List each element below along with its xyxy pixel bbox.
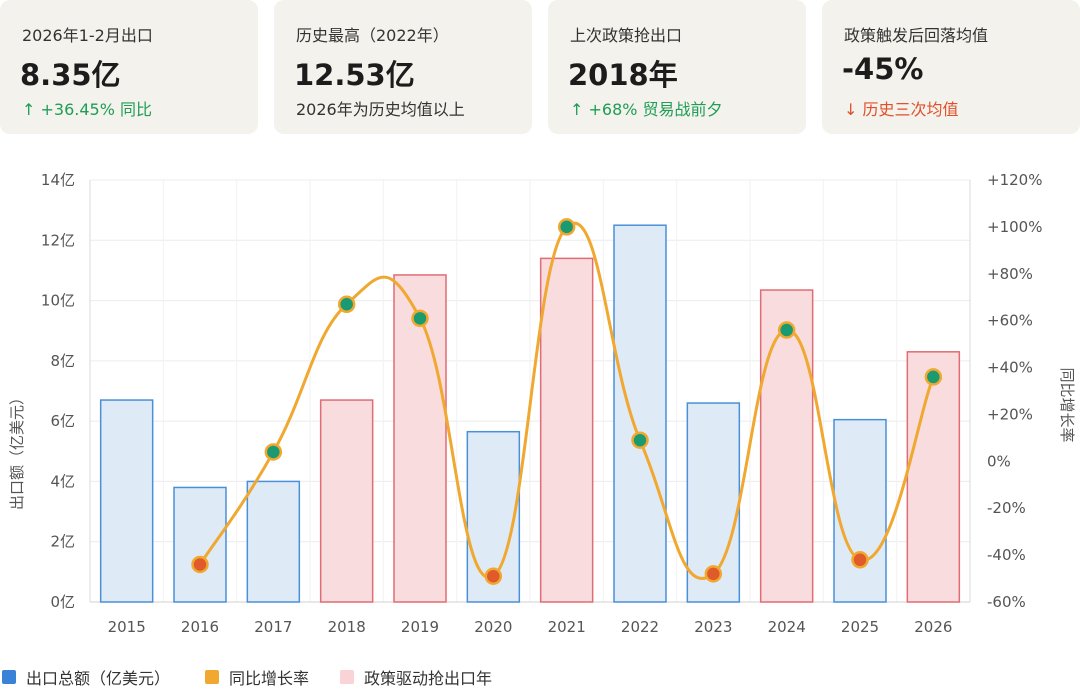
right-axis-ticks: -60% -40% -20% 0% +20% +40% +60% +80% +100% +120%: [987, 171, 1042, 611]
y2-axis-label: 同比增长率: [1058, 367, 1076, 442]
combo-chart: 0亿 2亿 4亿 6亿 8亿 10亿 12亿 14亿 -60% -40% -20% 0% +20% +4…: [8, 171, 1076, 636]
left-axis-ticks: 0亿 2亿 4亿 6亿 8亿 10亿 12亿 14亿: [41, 171, 75, 611]
x-tick-label: 2016: [181, 618, 219, 636]
y-tick-label: 6亿: [50, 412, 75, 430]
growth-point[interactable]: [777, 321, 796, 339]
bar-2025[interactable]: [833, 418, 887, 603]
growth-point[interactable]: [557, 218, 576, 236]
kpi-label: 政策触发后回落均值: [844, 26, 989, 45]
growth-point[interactable]: [191, 555, 209, 574]
kpi-sub: ↑ +68% 贸易战前夕: [570, 100, 723, 119]
y-tick-label: 14亿: [41, 171, 75, 189]
y2-tick-label: +20%: [987, 405, 1033, 423]
bar-policy-2026[interactable]: [906, 351, 961, 603]
bar-policy-2019[interactable]: [393, 274, 447, 603]
y-tick-label: 10亿: [41, 292, 75, 310]
kpi-cards: 2026年1-2月出口 8.35亿 ↑ +36.45% 同比 历史最高（2022…: [0, 0, 1080, 135]
bar-series: [99, 224, 961, 603]
legend-label: 政策驱动抢出口年: [364, 669, 493, 688]
y2-tick-label: +80%: [987, 265, 1033, 283]
kpi-card-pullback: 政策触发后回落均值 -45% ↓ 历史三次均值: [822, 0, 1080, 134]
y-tick-label: 0亿: [50, 593, 75, 611]
y-axis-label: 出口额（亿美元）: [8, 390, 26, 510]
bar-policy-2021[interactable]: [539, 257, 594, 603]
x-tick-label: 2024: [768, 618, 806, 636]
y-tick-label: 2亿: [50, 533, 75, 551]
growth-point[interactable]: [924, 368, 943, 386]
bar-2016[interactable]: [173, 486, 227, 603]
kpi-value: 12.53亿: [294, 58, 415, 92]
x-tick-label: 2025: [841, 618, 879, 636]
y-tick-label: 12亿: [41, 231, 75, 249]
kpi-card-last-policy: 上次政策抢出口 2018年 ↑ +68% 贸易战前夕: [548, 0, 806, 134]
x-tick-label: 2023: [694, 618, 732, 636]
legend-label: 同比增长率: [229, 669, 310, 688]
kpi-value: -45%: [842, 52, 924, 86]
chart-legend: 出口总额（亿美元） 同比增长率 政策驱动抢出口年: [0, 662, 1080, 688]
kpi-label: 历史最高（2022年）: [296, 26, 449, 45]
growth-point[interactable]: [631, 431, 649, 449]
bar-2022[interactable]: [613, 224, 667, 603]
growth-point[interactable]: [411, 309, 429, 328]
x-axis-ticks: 2015 2016 2017 2018 2019 2020 2021 2022 2023 2024…: [108, 618, 953, 636]
y2-tick-label: +120%: [987, 171, 1042, 189]
growth-point[interactable]: [851, 551, 869, 569]
legend-label: 出口总额（亿美元）: [26, 669, 171, 688]
kpi-card-record: 历史最高（2022年） 12.53亿 2026年为历史均值以上: [274, 0, 532, 134]
kpi-card-export: 2026年1-2月出口 8.35亿 ↑ +36.45% 同比: [0, 0, 258, 134]
growth-point[interactable]: [337, 295, 356, 314]
kpi-value: 8.35亿: [20, 58, 121, 92]
legend-swatch-line: [205, 670, 219, 684]
y2-tick-label: +100%: [987, 218, 1042, 236]
y2-tick-label: -20%: [987, 499, 1026, 517]
kpi-sub: 2026年为历史均值以上: [296, 100, 465, 119]
growth-point[interactable]: [484, 567, 503, 585]
kpi-value: 2018年: [568, 58, 678, 92]
kpi-label: 2026年1-2月出口: [22, 26, 153, 45]
y2-tick-label: +40%: [987, 359, 1033, 377]
bar-policy-2018[interactable]: [319, 399, 374, 603]
growth-points: [191, 218, 943, 585]
growth-point[interactable]: [704, 565, 723, 583]
x-tick-label: 2020: [474, 618, 512, 636]
x-tick-label: 2018: [328, 618, 366, 636]
kpi-sub: ↑ +36.45% 同比: [22, 100, 152, 119]
y2-tick-label: +60%: [987, 312, 1033, 330]
y2-tick-label: 0%: [987, 452, 1011, 470]
kpi-label: 上次政策抢出口: [570, 26, 683, 45]
bar-2017[interactable]: [246, 480, 301, 603]
growth-point[interactable]: [264, 443, 283, 461]
chart-grid: [89, 179, 971, 603]
x-tick-label: 2022: [621, 618, 659, 636]
y2-tick-label: -60%: [987, 593, 1026, 611]
x-tick-label: 2021: [548, 618, 586, 636]
x-tick-label: 2026: [914, 618, 952, 636]
bar-2015[interactable]: [99, 399, 154, 603]
y2-tick-label: -40%: [987, 546, 1026, 564]
legend-swatch-bar: [2, 670, 16, 684]
legend-swatch-policy: [340, 670, 354, 684]
y-tick-label: 8亿: [50, 352, 75, 370]
y-tick-label: 4亿: [50, 472, 75, 490]
x-tick-label: 2017: [254, 618, 292, 636]
x-tick-label: 2019: [401, 618, 439, 636]
kpi-sub: ↓ 历史三次均值: [844, 100, 959, 119]
x-tick-label: 2015: [108, 618, 146, 636]
bar-policy-2024[interactable]: [759, 289, 814, 603]
